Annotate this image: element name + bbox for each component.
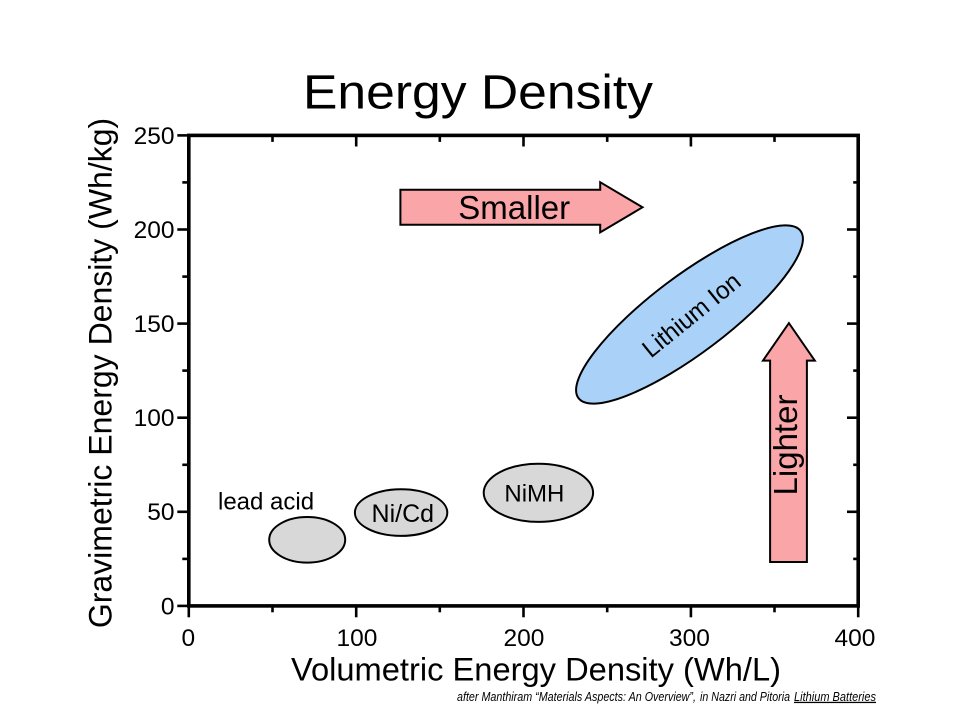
svg-text:Gravimetric Energy Density (Wh: Gravimetric Energy Density (Wh/kg) — [82, 118, 118, 628]
svg-text:Volumetric Energy Density (Wh/: Volumetric Energy Density (Wh/L) — [291, 652, 781, 688]
svg-text:Lighter: Lighter — [767, 395, 804, 496]
svg-text:200: 200 — [134, 217, 175, 244]
svg-text:0: 0 — [161, 593, 175, 620]
svg-text:in Nazri and Pitoria: in Nazri and Pitoria — [700, 689, 790, 704]
svg-text:200: 200 — [504, 625, 545, 652]
svg-text:100: 100 — [134, 405, 175, 432]
svg-text:NiMH: NiMH — [504, 480, 564, 507]
svg-text:Lithium Batteries: Lithium Batteries — [794, 689, 876, 704]
svg-text:50: 50 — [147, 499, 174, 526]
svg-text:300: 300 — [669, 625, 710, 652]
svg-text:100: 100 — [337, 625, 378, 652]
svg-text:150: 150 — [134, 311, 175, 338]
svg-text:400: 400 — [835, 625, 876, 652]
svg-text:Energy Density: Energy Density — [303, 66, 654, 120]
svg-text:Smaller: Smaller — [458, 189, 570, 226]
svg-text:0: 0 — [181, 625, 195, 652]
svg-text:Ni/Cd: Ni/Cd — [372, 500, 435, 528]
svg-text:after Manthiram “Materials Asp: after Manthiram “Materials Aspects: An O… — [457, 689, 696, 704]
svg-text:lead acid: lead acid — [218, 489, 314, 516]
svg-text:250: 250 — [134, 123, 175, 150]
